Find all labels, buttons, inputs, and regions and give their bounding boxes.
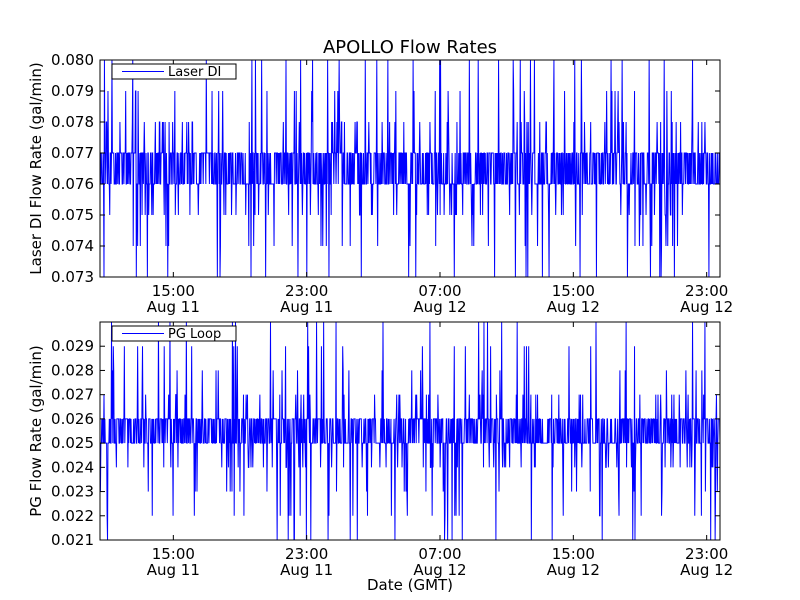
laser-di-axes-frame <box>99 59 721 278</box>
laser-di-ytick-label: 0.073 <box>51 268 94 286</box>
pg-loop-ytick-label: 0.025 <box>51 434 94 452</box>
laser-di-xtick-date-label: Aug 11 <box>147 298 200 316</box>
laser-di-ytick-label: 0.075 <box>51 206 94 224</box>
laser-di-xtick-time-label: 15:00 <box>152 282 195 300</box>
laser-di-y-axis-label: Laser DI Flow Rate (gal/min) <box>27 62 45 274</box>
pg-loop-ytick-label: 0.021 <box>51 531 94 549</box>
chart-title: APOLLO Flow Rates <box>323 37 497 58</box>
pg-loop-xtick-date-label: Aug 12 <box>547 561 600 579</box>
pg-loop-xtick-time-label: 15:00 <box>152 545 195 563</box>
pg-loop-xtick-date-label: Aug 11 <box>147 561 200 579</box>
laser-di-ytick-label: 0.080 <box>51 51 94 69</box>
pg-loop-axes-frame <box>99 321 721 541</box>
pg-loop-xtick-date-label: Aug 12 <box>413 561 466 579</box>
laser-di-ytick-label: 0.078 <box>51 113 94 131</box>
laser-di-xtick-time-label: 07:00 <box>418 282 461 300</box>
laser-di-panel: 0.073 0.074 0.075 0.076 0.077 0.078 0.079 0.080… <box>27 51 733 316</box>
pg-loop-xtick-time-label: 23:00 <box>685 545 728 563</box>
x-axis-label: Date (GMT) <box>367 576 453 594</box>
laser-di-series-line <box>100 60 720 277</box>
pg-loop-xtick-date-label: Aug 12 <box>680 561 733 579</box>
laser-di-legend-box <box>111 63 237 80</box>
laser-di-ytick-label: 0.079 <box>51 82 94 100</box>
laser-di-xtick-time-label: 23:00 <box>685 282 728 300</box>
pg-loop-xtick-time-label: 23:00 <box>285 545 328 563</box>
pg-loop-ytick-label: 0.026 <box>51 410 94 428</box>
pg-loop-ytick-label: 0.022 <box>51 507 94 525</box>
laser-di-xtick-date-label: Aug 12 <box>680 298 733 316</box>
pg-loop-ytick-label: 0.023 <box>51 483 94 501</box>
laser-di-legend-label: Laser DI <box>168 65 221 80</box>
pg-loop-legend-label: PG Loop <box>168 327 221 342</box>
pg-loop-y-axis-label: PG Flow Rate (gal/min) <box>27 345 45 517</box>
pg-loop-xtick-date-label: Aug 11 <box>280 561 333 579</box>
pg-loop-ytick-label: 0.027 <box>51 386 94 404</box>
pg-loop-panel: 0.021 0.022 0.023 0.024 0.025 0.026 0.027 0.028… <box>27 321 733 579</box>
laser-di-ytick-label: 0.076 <box>51 175 94 193</box>
pg-loop-xtick-time-label: 15:00 <box>552 545 595 563</box>
laser-di-xtick-time-label: 23:00 <box>285 282 328 300</box>
pg-loop-xtick-time-label: 07:00 <box>418 545 461 563</box>
pg-loop-series-line <box>100 322 720 540</box>
laser-di-xtick-date-label: Aug 12 <box>413 298 466 316</box>
laser-di-xtick-date-label: Aug 12 <box>547 298 600 316</box>
pg-loop-ytick-label: 0.024 <box>51 458 94 476</box>
pg-loop-legend-box <box>111 325 237 342</box>
laser-di-ytick-label: 0.074 <box>51 237 94 255</box>
pg-loop-ytick-label: 0.028 <box>51 361 94 379</box>
laser-di-xtick-date-label: Aug 11 <box>280 298 333 316</box>
laser-di-ytick-label: 0.077 <box>51 144 94 162</box>
pg-loop-ytick-label: 0.029 <box>51 337 94 355</box>
laser-di-xtick-time-label: 15:00 <box>552 282 595 300</box>
